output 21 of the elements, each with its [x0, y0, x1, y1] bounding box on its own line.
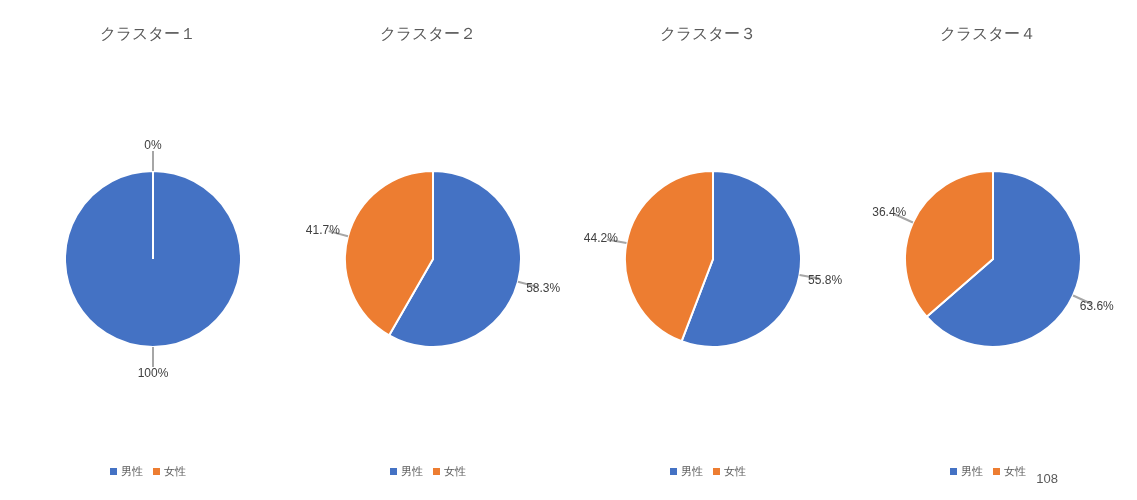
text: 0% [144, 138, 162, 152]
data-label: 63.6% [1079, 299, 1115, 314]
legend-label: 男性 [120, 464, 143, 479]
legend-label: 女性 [723, 464, 746, 479]
data-label: 100% [137, 366, 169, 380]
chart-title: クラスター３ [659, 24, 757, 44]
chart-title: クラスター１ [99, 24, 197, 44]
data-label: 41.7% [305, 222, 341, 237]
text: 108 [1036, 471, 1058, 486]
legend-label: 男性 [680, 464, 703, 479]
chart-title: クラスター４ [939, 24, 1037, 44]
data-label: 44.2% [583, 231, 619, 246]
data-label: 36.4% [872, 204, 907, 219]
legend-label: 女性 [163, 464, 186, 479]
legend-label: 男性 [400, 464, 423, 479]
data-label: 58.3% [526, 281, 561, 296]
legend-label: 女性 [1003, 464, 1026, 479]
chart-title: クラスター２ [379, 24, 477, 44]
legend-label: 男性 [960, 464, 983, 479]
legend-label: 女性 [443, 464, 466, 479]
data-label: 55.8% [808, 272, 843, 287]
